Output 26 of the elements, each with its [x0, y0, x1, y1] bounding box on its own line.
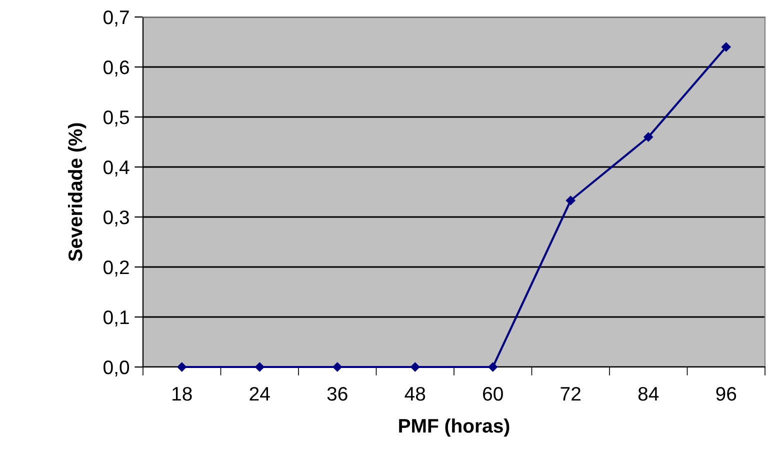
- point: [255, 362, 264, 372]
- x-tick-label: 60: [483, 386, 503, 401]
- y-tick-label: 0,1: [104, 310, 129, 327]
- point: [332, 362, 342, 372]
- point: [722, 42, 731, 52]
- y-tick-label: 0,4: [104, 160, 130, 177]
- x-tick-label: 18: [172, 386, 192, 401]
- point: [177, 362, 186, 372]
- y-tick-label: 0,0: [104, 360, 130, 377]
- point: [410, 362, 420, 372]
- y-tick-label: 0,7: [104, 10, 129, 27]
- y-tick-label: 0,6: [104, 60, 129, 77]
- x-tick-label: 84: [638, 386, 659, 401]
- x-tick-label: 36: [327, 386, 348, 401]
- y-tick-label: 0,5: [104, 110, 129, 127]
- y-tick-label: 0,2: [104, 260, 129, 277]
- x-axis-title: PMF (horas): [399, 418, 510, 437]
- x-tick-label: 48: [404, 386, 426, 401]
- point: [644, 132, 653, 142]
- x-tick-label: 96: [716, 386, 736, 401]
- y-tick-label: 0,3: [104, 210, 129, 227]
- x-tick-label: 24: [250, 386, 270, 401]
- y-axis-title: Severidade (%): [68, 123, 86, 262]
- x-tick-label: 72: [560, 386, 580, 401]
- point: [488, 362, 498, 372]
- point: [566, 196, 576, 206]
